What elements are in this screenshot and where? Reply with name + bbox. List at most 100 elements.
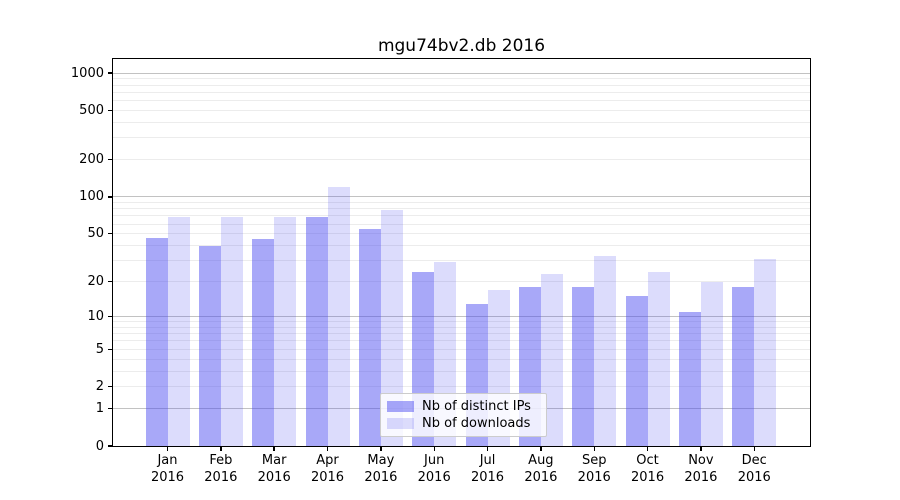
bar-nb-of-downloads-mar-2016 <box>274 216 297 446</box>
y-tick-label-200: 200 <box>79 152 104 168</box>
x-tick-label-feb-2016: Feb 2016 <box>204 453 238 485</box>
bar-nb-of-distinct-ips-dec-2016 <box>732 287 755 446</box>
y-tick-1000 <box>108 72 112 74</box>
x-tick-mar-2016 <box>273 447 275 451</box>
gridline-minor-6 <box>113 340 810 342</box>
legend-label-distinct-ips: Nb of distinct IPs <box>422 398 531 414</box>
gridline-minor-5 <box>113 348 810 350</box>
gridline-minor-20 <box>113 281 810 283</box>
bar-nb-of-downloads-apr-2016 <box>327 187 350 446</box>
y-tick-10 <box>108 315 112 318</box>
gridline-minor-8 <box>113 326 810 328</box>
x-tick-apr-2016 <box>326 447 329 451</box>
x-tick-feb-2016 <box>220 447 222 451</box>
gridline-minor-60 <box>113 223 810 225</box>
y-tick-50 <box>108 233 112 235</box>
y-tick-label-2: 2 <box>95 379 104 395</box>
bar-nb-of-downloads-may-2016 <box>380 210 403 446</box>
y-tick-label-20: 20 <box>87 274 104 290</box>
gridline-minor-9 <box>113 321 810 323</box>
gridline-minor-80 <box>113 208 810 210</box>
y-tick-label-10: 10 <box>87 309 104 325</box>
bar-nb-of-distinct-ips-oct-2016 <box>625 296 648 446</box>
x-tick-label-jul-2016: Jul 2016 <box>470 453 505 485</box>
y-tick-500 <box>108 109 112 112</box>
x-tick-label-mar-2016: Mar 2016 <box>257 453 291 485</box>
gridline-major-1000 <box>113 72 810 74</box>
y-tick-20 <box>108 280 112 283</box>
legend-item-distinct-ips: Nb of distinct IPs <box>387 398 540 414</box>
gridline-minor-50 <box>113 233 810 235</box>
bar-nb-of-downloads-jan-2016 <box>167 216 190 446</box>
x-tick-label-nov-2016: Nov 2016 <box>684 453 718 485</box>
y-tick-100 <box>108 196 112 198</box>
chart-title: mgu74bv2.db 2016 <box>377 36 546 56</box>
gridline-minor-70 <box>113 215 810 217</box>
gridline-minor-90 <box>113 202 810 204</box>
gridline-minor-2 <box>113 386 810 388</box>
x-tick-sep-2016 <box>593 447 595 451</box>
plot-area <box>112 58 811 447</box>
x-tick-may-2016 <box>380 447 382 451</box>
x-tick-label-jan-2016: Jan 2016 <box>150 453 185 485</box>
x-tick-label-sep-2016: Sep 2016 <box>577 453 611 485</box>
legend-item-downloads: Nb of downloads <box>387 415 540 431</box>
gridline-minor-30 <box>113 260 810 262</box>
gridline-minor-800 <box>113 84 810 86</box>
y-tick-label-50: 50 <box>87 226 104 242</box>
gridline-minor-500 <box>113 110 810 111</box>
legend: Nb of distinct IPs Nb of downloads <box>380 393 547 437</box>
bar-nb-of-distinct-ips-may-2016 <box>358 228 381 446</box>
gridline-minor-300 <box>113 137 810 139</box>
x-tick-oct-2016 <box>646 447 649 451</box>
y-tick-1 <box>108 407 112 410</box>
gridline-minor-400 <box>113 122 810 124</box>
bar-nb-of-downloads-feb-2016 <box>220 217 243 446</box>
x-tick-label-dec-2016: Dec 2016 <box>737 453 771 485</box>
x-tick-dec-2016 <box>753 447 755 451</box>
x-tick-jul-2016 <box>486 447 489 451</box>
gridline-minor-3 <box>113 370 810 372</box>
y-tick-0 <box>108 445 112 447</box>
y-tick-label-1000: 1000 <box>70 65 104 81</box>
gridline-minor-4 <box>113 358 810 360</box>
legend-label-downloads: Nb of downloads <box>422 415 531 431</box>
bar-nb-of-downloads-sep-2016 <box>594 255 617 446</box>
y-tick-label-100: 100 <box>79 189 104 205</box>
gridline-major-100 <box>113 196 810 198</box>
gridline-minor-7 <box>113 333 810 335</box>
x-tick-jan-2016 <box>166 447 169 451</box>
bar-nb-of-distinct-ips-apr-2016 <box>305 217 328 446</box>
y-tick-label-500: 500 <box>79 103 104 118</box>
legend-swatch-downloads <box>387 418 414 429</box>
x-tick-label-apr-2016: Apr 2016 <box>310 453 345 485</box>
bar-nb-of-distinct-ips-nov-2016 <box>678 311 701 446</box>
y-tick-label-0: 0 <box>95 438 104 454</box>
y-tick-5 <box>108 348 112 350</box>
x-tick-aug-2016 <box>540 447 542 451</box>
x-tick-label-jun-2016: Jun 2016 <box>417 453 451 485</box>
bar-nb-of-distinct-ips-mar-2016 <box>252 239 275 446</box>
bar-nb-of-downloads-oct-2016 <box>647 272 670 446</box>
x-tick-nov-2016 <box>700 447 702 451</box>
gridline-minor-200 <box>113 159 810 161</box>
gridline-minor-700 <box>113 91 810 93</box>
bar-nb-of-downloads-dec-2016 <box>754 258 777 446</box>
x-tick-label-oct-2016: Oct 2016 <box>631 453 665 485</box>
gridline-major-10 <box>113 316 810 318</box>
bar-nb-of-distinct-ips-feb-2016 <box>198 245 221 446</box>
y-tick-2 <box>108 386 112 388</box>
y-tick-200 <box>108 159 112 161</box>
y-tick-label-5: 5 <box>95 341 104 357</box>
gridline-minor-40 <box>113 245 810 247</box>
legend-swatch-distinct-ips <box>387 401 414 412</box>
gridline-minor-900 <box>113 78 810 80</box>
bar-nb-of-downloads-nov-2016 <box>700 281 723 446</box>
y-tick-label-1: 1 <box>95 401 104 417</box>
x-tick-label-aug-2016: Aug 2016 <box>524 453 558 485</box>
x-tick-jun-2016 <box>433 447 435 451</box>
x-tick-label-may-2016: May 2016 <box>364 453 398 485</box>
bar-nb-of-distinct-ips-sep-2016 <box>572 287 595 446</box>
bar-nb-of-distinct-ips-jan-2016 <box>145 238 168 446</box>
